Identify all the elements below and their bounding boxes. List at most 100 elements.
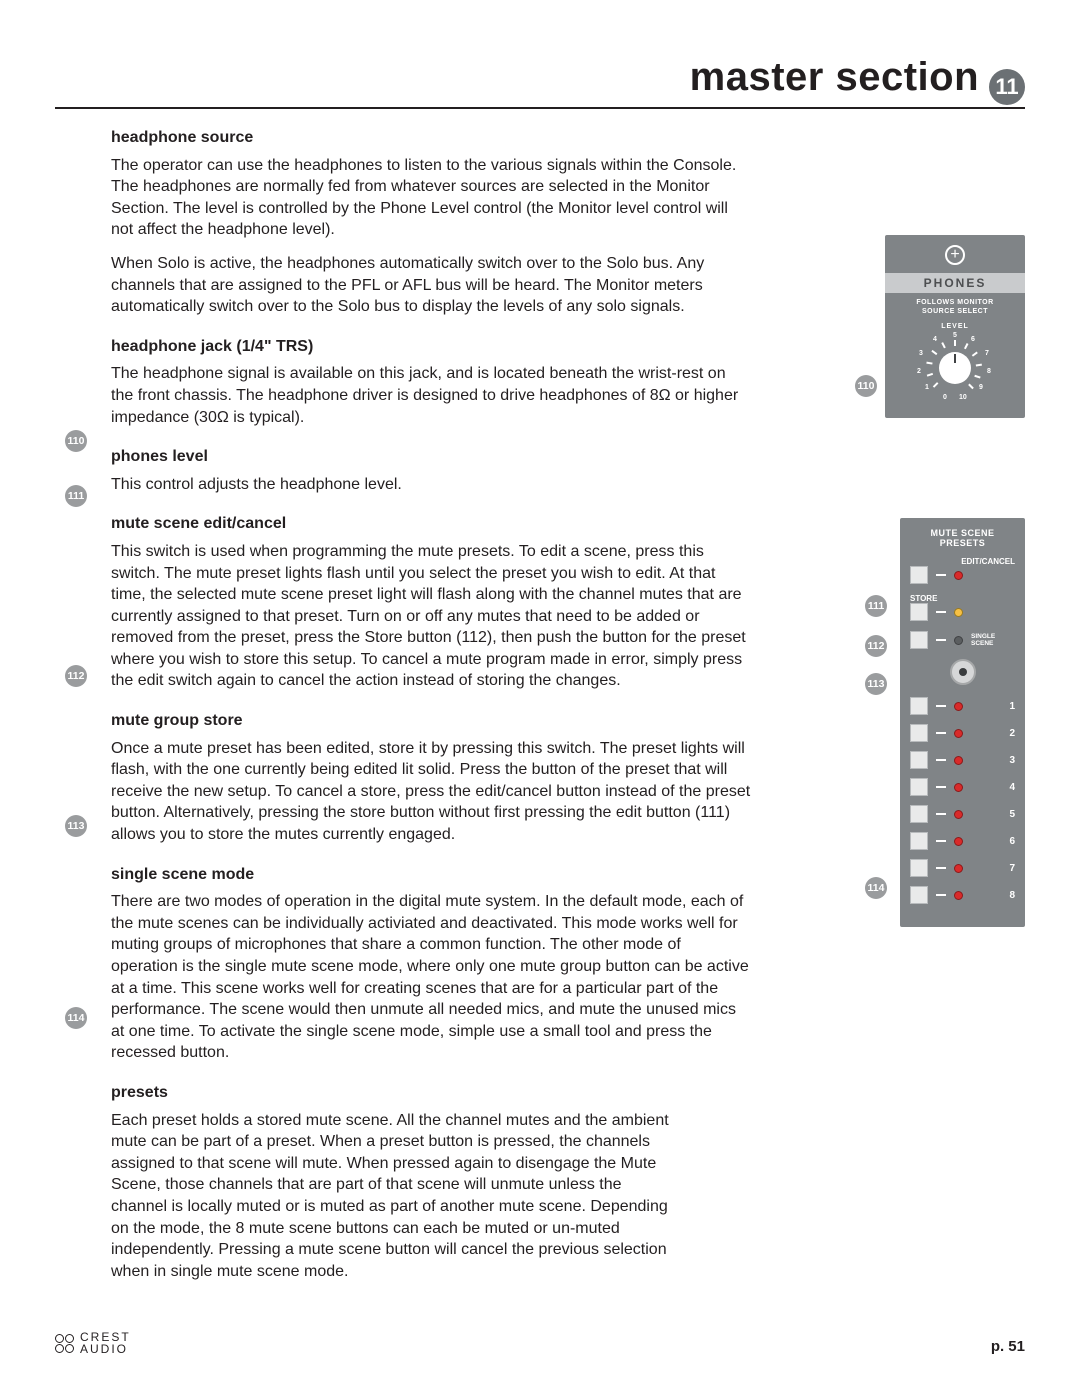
store-row [910,603,1015,621]
connector-line [936,574,946,576]
page-footer: CREST AUDIO p. 51 [55,1332,1025,1355]
preset-row: 2 [910,724,1015,742]
section-presets: presets Each preset holds a stored mute … [111,1082,781,1282]
section-mute-edit: mute scene edit/cancel This switch is us… [111,513,781,692]
section-title: headphone source [111,127,781,149]
dial-number: 4 [933,336,937,343]
preset-button[interactable] [910,751,928,769]
side-callout-110: 110 [855,375,877,397]
preset-row: 5 [910,805,1015,823]
logo-mark-icon [55,1334,74,1353]
body-paragraph: This control adjusts the headphone level… [111,474,751,496]
section-mute-store: mute group store Once a mute preset has … [111,710,781,846]
led-red-icon [954,702,963,711]
preset-button[interactable] [910,697,928,715]
preset-button[interactable] [910,778,928,796]
section-title: mute group store [111,710,781,732]
led-red-icon [954,756,963,765]
preset-button[interactable] [910,886,928,904]
mute-head-line: PRESETS [940,538,986,548]
preset-button[interactable] [910,832,928,850]
callout-114: 114 [65,1007,87,1029]
callout-110: 110 [65,430,87,452]
preset-number: 8 [1005,890,1015,901]
edit-cancel-button[interactable] [910,566,928,584]
mute-scene-panel: MUTE SCENE PRESETS EDIT/CANCEL STORE [900,518,1025,928]
page-number: p. 51 [991,1338,1025,1355]
chapter-badge: 11 [989,69,1025,105]
single-label-line: SCENE [971,640,993,647]
phones-panel-title: PHONES [885,273,1025,293]
preset-number: 7 [1005,863,1015,874]
mute-panel-title: MUTE SCENE PRESETS [910,528,1015,550]
connector-line [936,611,946,613]
section-phones-level: phones level This control adjusts the he… [111,446,781,495]
left-callout-column: 110 111 112 113 114 [55,127,97,1300]
body-paragraph: The operator can use the headphones to l… [111,155,751,241]
section-title: phones level [111,446,781,468]
led-red-icon [954,783,963,792]
preset-row: 1 [910,697,1015,715]
preset-number: 1 [1005,701,1015,712]
body-text-column: headphone source The operator can use th… [111,127,781,1300]
preset-row: 4 [910,778,1015,796]
level-label: LEVEL [893,323,1017,330]
connector-line [936,813,946,815]
preset-rows: 1 2 3 4 5 6 7 8 [910,697,1015,904]
callout-113: 113 [65,815,87,837]
preset-number: 3 [1005,755,1015,766]
level-knob[interactable]: 0 1 2 3 4 5 6 7 8 9 10 [915,332,995,404]
phones-subtitle: SOURCE SELECT [893,308,1017,317]
phones-panel: PHONES FOLLOWS MONITOR SOURCE SELECT LEV… [885,235,1025,418]
body-paragraph: This switch is used when programming the… [111,541,751,692]
section-title: presets [111,1082,781,1104]
led-red-icon [954,571,963,580]
single-label-line: SINGLE [971,633,995,640]
recessed-button[interactable] [950,659,976,685]
connector-line [936,639,946,641]
connector-line [936,759,946,761]
body-paragraph: Once a mute preset has been edited, stor… [111,738,751,846]
side-callout-114: 114 [865,877,887,899]
single-scene-button[interactable] [910,631,928,649]
preset-button[interactable] [910,724,928,742]
dial-number: 0 [943,394,947,401]
dial-number: 7 [985,350,989,357]
led-red-icon [954,864,963,873]
preset-number: 6 [1005,836,1015,847]
led-red-icon [954,810,963,819]
single-scene-row: SINGLE SCENE [910,631,1015,649]
section-title: mute scene edit/cancel [111,513,781,535]
dial-number: 6 [971,336,975,343]
store-button[interactable] [910,603,928,621]
connector-line [936,786,946,788]
section-title: headphone jack (1/4" TRS) [111,336,781,358]
preset-row: 3 [910,751,1015,769]
connector-line [936,732,946,734]
dial-number: 2 [917,368,921,375]
page-header: master section 11 [55,55,1025,109]
preset-button[interactable] [910,859,928,877]
edit-cancel-label: EDIT/CANCEL [910,557,1015,566]
preset-row: 7 [910,859,1015,877]
phones-subtitle: FOLLOWS MONITOR [893,299,1017,308]
preset-number: 2 [1005,728,1015,739]
connector-line [936,867,946,869]
preset-number: 4 [1005,782,1015,793]
content-grid: 110 111 112 113 114 headphone source The… [55,127,1025,1300]
body-paragraph: There are two modes of operation in the … [111,891,751,1064]
side-callout-111: 111 [865,595,887,617]
section-title: single scene mode [111,864,781,886]
body-paragraph: The headphone signal is available on thi… [111,363,751,428]
mute-head-line: MUTE SCENE [930,528,994,538]
store-label: STORE [910,594,1015,603]
preset-row: 6 [910,832,1015,850]
led-red-icon [954,729,963,738]
dial-number: 8 [987,368,991,375]
connector-line [936,840,946,842]
led-red-icon [954,837,963,846]
body-paragraph: When Solo is active, the headphones auto… [111,253,751,318]
preset-button[interactable] [910,805,928,823]
section-headphone-source: headphone source The operator can use th… [111,127,781,318]
preset-number: 5 [1005,809,1015,820]
